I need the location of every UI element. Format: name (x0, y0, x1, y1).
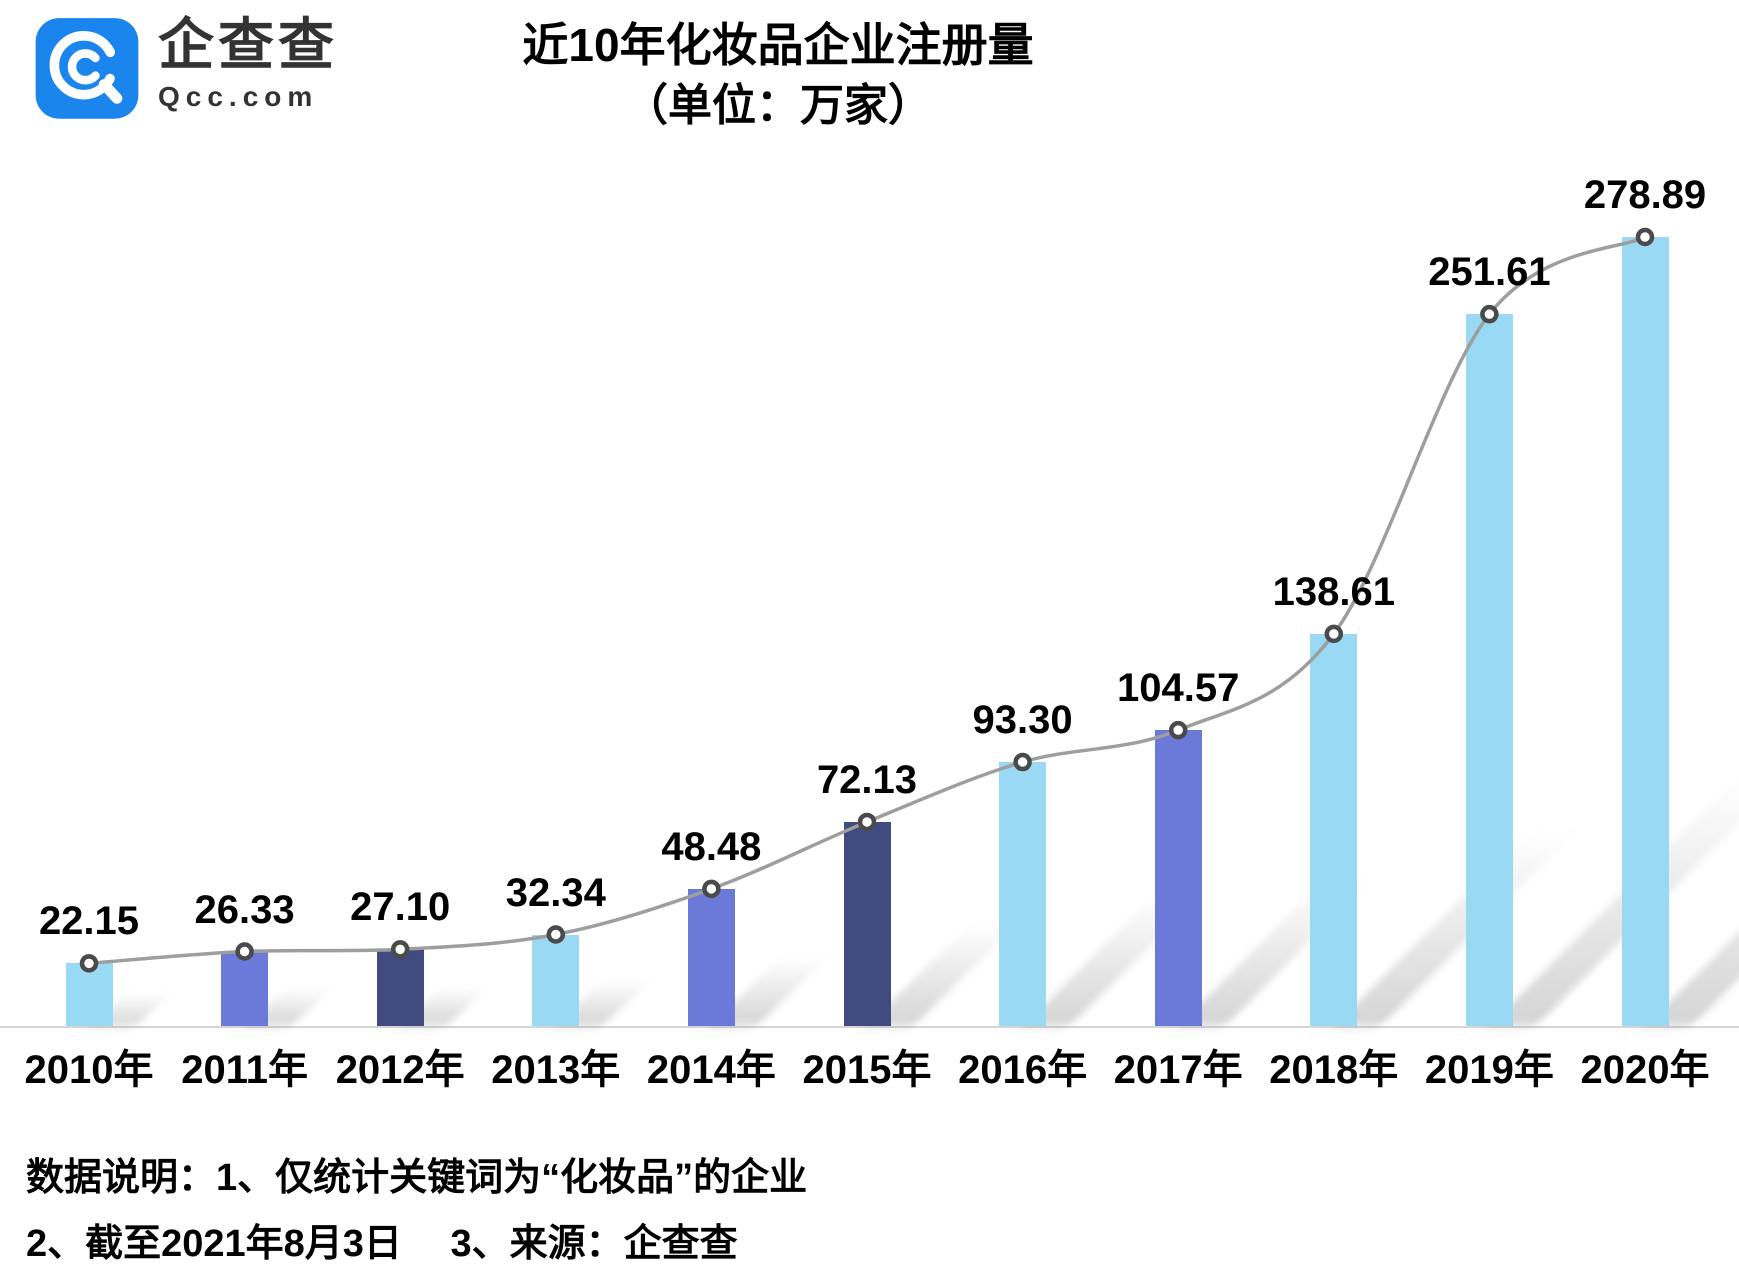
x-axis-line (0, 1026, 1739, 1028)
bar-2016 (999, 762, 1047, 1026)
data-point-marker-2019 (1480, 304, 1499, 324)
bar-2010 (65, 963, 113, 1026)
data-point-marker-2016 (1013, 752, 1032, 772)
value-label-2014: 48.48 (661, 824, 762, 869)
value-label-2020: 278.89 (1583, 173, 1707, 217)
bar-2018 (1310, 633, 1358, 1026)
x-axis-label-2017: 2017年 (1113, 1048, 1243, 1092)
data-point-marker-2015 (857, 812, 877, 832)
value-label-2016: 93.30 (972, 698, 1073, 743)
data-point-marker-2011 (235, 942, 254, 961)
x-axis-label-2018: 2018年 (1269, 1048, 1399, 1092)
bar-2012 (376, 949, 424, 1026)
bar-2013 (532, 934, 580, 1026)
data-point-marker-2012 (390, 940, 410, 959)
data-point-marker-2018 (1324, 624, 1344, 644)
value-label-2019: 251.61 (1428, 250, 1551, 295)
x-axis-label-2011: 2011年 (181, 1048, 308, 1092)
qcc-logo-text: 企查查 Qcc.com (158, 13, 338, 113)
value-label-2015: 72.13 (816, 757, 918, 802)
x-axis-label-2015: 2015年 (802, 1048, 932, 1092)
x-axis: 2010年 2011年 2012年 2013年 2014年 2015年 2016年 2017年… (0, 1048, 1739, 1098)
chart-unit-subtitle: （单位：万家） (624, 81, 932, 131)
data-point-marker-2010 (79, 954, 99, 973)
bar-2020 (1621, 237, 1669, 1026)
qcc-logo: 企查查 Qcc.com (32, 13, 338, 123)
value-label-2017: 104.57 (1117, 666, 1240, 711)
value-label-2011: 26.33 (194, 887, 295, 932)
bar-2017 (1154, 730, 1202, 1026)
chart-title-block: 近10年化妆品企业注册量 （单位：万家） (0, 14, 1556, 135)
value-label-2018: 138.61 (1272, 569, 1395, 614)
brand-name-en: Qcc.com (158, 80, 319, 112)
plot-area: 22.15 26.33 27.10 32.34 48.48 72.13 93.30 104.5… (38, 173, 1739, 1026)
x-axis-label-2010: 2010年 (24, 1048, 154, 1092)
x-axis-label-2012: 2012年 (335, 1048, 465, 1092)
bar-2014 (687, 888, 735, 1026)
brand-name-cn: 企查查 (158, 13, 338, 76)
qcc-logo-icon (35, 18, 139, 119)
x-axis-label-2014: 2014年 (646, 1048, 776, 1092)
data-point-marker-2020 (1635, 227, 1655, 247)
data-point-marker-2013 (546, 925, 566, 944)
trend-line-layer (79, 227, 1655, 973)
value-label-2010: 22.15 (38, 899, 140, 944)
bar-2015 (843, 821, 891, 1026)
data-point-marker-2014 (702, 879, 721, 899)
x-axis-label-2016: 2016年 (958, 1048, 1088, 1092)
footer-note-2: 2、截至2021年8月3日 3、来源：企查查 (26, 1223, 738, 1265)
footer-note-1: 数据说明：1、仅统计关键词为“化妆品”的企业 (26, 1157, 808, 1199)
trend-line (88, 235, 1646, 966)
value-label-2013: 32.34 (505, 870, 606, 915)
bar-2011 (221, 951, 269, 1026)
x-axis-label-2013: 2013年 (491, 1048, 621, 1092)
chart-title: 近10年化妆品企业注册量 (522, 19, 1034, 71)
x-axis-label-2020: 2020年 (1580, 1048, 1710, 1092)
value-label-2012: 27.10 (350, 885, 451, 930)
bar-2019 (1465, 314, 1513, 1026)
data-point-marker-2017 (1168, 720, 1188, 740)
x-axis-label-2019: 2019年 (1424, 1048, 1554, 1092)
